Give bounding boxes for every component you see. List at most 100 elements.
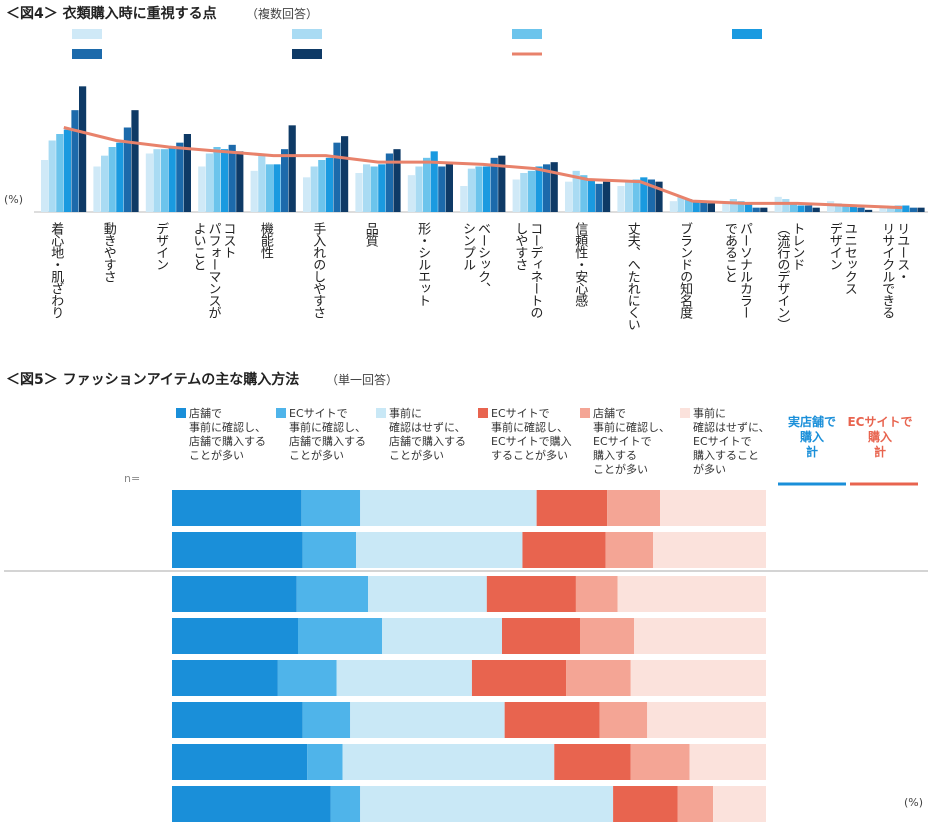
category-label-3-part-2: よいこと [191,222,206,271]
bar-1-5 [310,166,318,212]
bar-0-3 [198,166,206,212]
bar-4-0 [71,110,79,212]
figure5-title: ＜図5＞ ファッションアイテムの主な購入方法 [6,371,299,388]
bar-1-12 [677,196,685,212]
bar-5-0 [79,86,87,212]
bar-2-9 [527,170,535,212]
bar-1-4 [258,155,266,212]
segment-1-3 [522,532,606,568]
segment-7-4 [677,786,714,822]
segment-1-1 [302,532,357,568]
category-label-8: ベーシック、シンプル [460,222,491,294]
method-label-1: ECサイトで事前に確認し、店舗で購入することが多い [289,407,366,462]
bar-5-15 [865,209,873,212]
category-label-0-part-0: 着心地・肌ざわり [48,221,64,319]
bar-1-8 [467,168,475,212]
bar-5-12 [707,203,715,212]
bar-3-5 [325,157,333,212]
figure4-bars [41,86,925,212]
bar-1-0 [48,140,56,212]
method-swatch-4 [580,408,590,418]
bar-3-0 [63,129,71,212]
category-label-15-part-0: ユニセックス [842,222,858,295]
category-label-14-part-0: トレンド [789,222,804,270]
segment-0-1 [301,490,361,526]
bar-3-1 [116,142,124,212]
bar-4-12 [700,201,708,212]
category-label-1-part-0: 動きやすさ [101,222,117,283]
bar-1-16 [887,207,895,212]
segment-1-2 [356,532,523,568]
bar-4-16 [909,207,917,212]
category-label-4: 機能性 [258,222,274,259]
bar-4-6 [385,153,393,212]
segment-6-3 [554,744,631,780]
category-label-6-part-0: 品質 [363,222,379,248]
bar-0-16 [879,207,887,212]
bar-5-8 [498,155,506,212]
category-label-2-part-0: デザイン [153,222,169,270]
method-label-2: 事前に確認はせずに、店舗で購入することが多い [389,406,466,462]
bar-1-11 [625,181,633,212]
bar-4-1 [123,127,131,212]
category-label-16: リユース・リサイクルできる [879,222,909,318]
bar-4-10 [595,183,603,212]
bar-3-15 [849,205,857,212]
figure4-legend [72,29,762,59]
bar-0-0 [41,160,49,212]
bar-1-13 [729,199,737,212]
category-label-16-part-1: リサイクルできる [879,222,894,318]
bar-3-3 [221,149,229,212]
bar-3-9 [535,166,543,212]
category-label-7: 形・シルエット [415,222,431,306]
segment-4-5 [630,660,766,696]
segment-4-4 [566,660,631,696]
bar-5-7 [445,162,453,212]
bar-3-12 [692,201,700,212]
bar-0-8 [460,186,468,212]
bar-1-3 [205,153,213,212]
segment-5-4 [599,702,648,738]
bar-3-13 [745,203,753,212]
bar-4-13 [752,207,760,212]
bar-5-4 [288,125,296,212]
category-label-7-part-0: 形・シルエット [415,222,431,306]
row-5 [172,702,766,738]
figure4-subtitle: （複数回答） [246,6,318,21]
bar-4-9 [543,164,551,212]
store-total-header: 実店舗で購入計 [788,414,836,459]
category-label-4-part-0: 機能性 [258,222,274,259]
bar-1-6 [363,164,371,212]
segment-7-2 [360,786,614,822]
segment-4-2 [336,660,472,696]
segment-3-0 [172,618,298,654]
segment-5-1 [302,702,351,738]
segment-7-0 [172,786,331,822]
segment-0-5 [660,490,766,526]
bar-2-1 [108,147,116,212]
bar-2-7 [423,157,431,212]
category-label-1: 動きやすさ [101,222,117,283]
category-label-10-part-0: 信頼性・安心感 [572,222,588,307]
bar-5-13 [760,207,768,212]
figure5-legend: 店舗で事前に確認し、店舗で購入することが多い ECサイトで事前に確認し、店舗で購入… [176,406,918,486]
bar-2-5 [318,160,326,212]
row-6 [172,744,766,780]
category-label-15-part-1: デザイン [827,222,843,270]
bar-5-14 [812,207,820,212]
bar-3-6 [378,164,386,212]
figure5-n-header: n= [124,472,140,485]
bar-3-10 [587,179,595,212]
segment-1-0 [172,532,303,568]
bar-4-15 [857,207,865,212]
bar-3-7 [430,151,438,212]
category-label-11: 丈夫、へたれにくい [625,222,641,330]
bar-5-6 [393,149,401,212]
category-label-14-part-1: （流行のデザイン） [774,222,790,330]
figure5-rows [4,490,928,822]
category-label-14: トレンド（流行のデザイン） [774,222,804,330]
category-label-6: 品質 [363,222,379,248]
bar-0-15 [827,201,835,212]
bar-0-9 [512,179,520,212]
